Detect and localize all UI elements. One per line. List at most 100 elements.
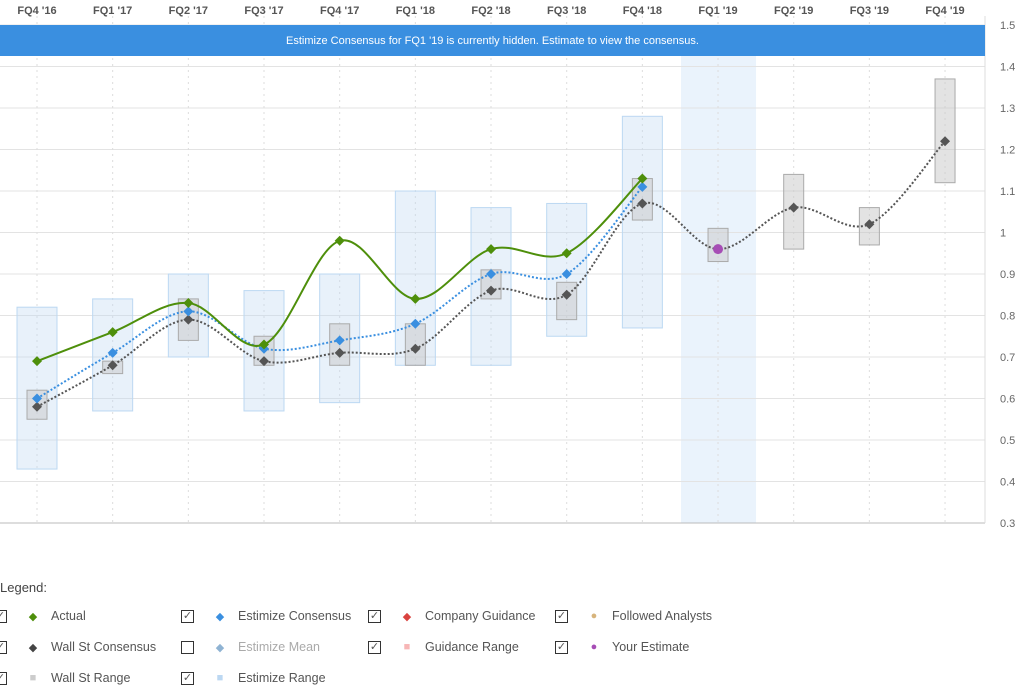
legend-title: Legend: (0, 580, 47, 595)
x-tick-label: FQ1 '19 (698, 5, 737, 17)
legend-label: Guidance Range (425, 640, 519, 654)
legend-marker-icon: ◆ (28, 610, 38, 623)
actual-point (334, 235, 345, 246)
wall-st-consensus-point (940, 136, 951, 147)
hidden-consensus-banner: Estimize Consensus for FQ1 '19 is curren… (0, 25, 985, 56)
legend-checkbox[interactable]: ✓ (0, 609, 7, 623)
legend-item[interactable]: ✓ ◆ Actual (0, 609, 86, 623)
estimize-consensus-point (334, 335, 345, 346)
actual-point (561, 248, 572, 259)
actual-point (410, 293, 421, 304)
wall-st-consensus-point (637, 198, 648, 209)
legend-item[interactable]: ✓ ■ Guidance Range (368, 640, 519, 654)
legend-label: Wall St Range (51, 671, 131, 685)
legend-item[interactable]: ✓ ◆ Wall St Consensus (0, 640, 156, 654)
wall-st-consensus-point (486, 285, 497, 296)
earnings-chart: 0.3 0.4 0.5 0.6 0.7 0.8 0.9 1 1.1 1.2 1.3 1.4 1.5 FQ4… (0, 5, 1015, 530)
x-tick-label: FQ4 '16 (17, 5, 56, 17)
legend-checkbox[interactable]: ✓ (368, 640, 381, 654)
legend-checkbox[interactable]: ✓ (368, 609, 381, 623)
wall-st-consensus-point (561, 289, 572, 300)
estimize-range-box (16, 306, 58, 470)
highlight-column (681, 56, 757, 523)
wall-st-consensus-point (410, 343, 421, 354)
y-tick-label: 1.3 (1000, 103, 1015, 115)
x-tick-label: FQ2 '18 (471, 5, 510, 17)
y-tick-label: 0.6 (1000, 394, 1015, 406)
x-tick-label: FQ4 '19 (925, 5, 964, 17)
legend-label: Wall St Consensus (51, 640, 157, 654)
legend-checkbox[interactable]: ✓ (181, 609, 194, 623)
legend-checkbox[interactable] (181, 640, 194, 654)
actual-point (32, 356, 42, 367)
x-tick-label: FQ3 '18 (547, 5, 586, 17)
estimize-consensus-point (486, 269, 497, 279)
x-tick-label: FQ2 '19 (774, 5, 813, 17)
legend-marker-icon: ◆ (215, 641, 225, 654)
y-tick-label: 0.3 (1000, 518, 1015, 530)
wall-st-consensus-point (259, 356, 270, 367)
wallst-range-box (556, 281, 578, 321)
estimize-consensus-point (107, 347, 118, 358)
your-estimate-point (713, 244, 724, 255)
wall-st-consensus-point (32, 401, 42, 412)
legend-checkbox[interactable]: ✓ (181, 671, 194, 685)
legend-item[interactable]: ✓ ● Followed Analysts (555, 609, 712, 623)
wall-st-consensus-point (334, 347, 345, 358)
estimize-consensus-point (561, 269, 572, 279)
legend-marker-icon: ■ (403, 641, 411, 653)
x-tick-label: FQ1 '18 (396, 5, 435, 17)
legend-marker-icon: ◆ (402, 610, 412, 623)
legend-label: Estimize Range (238, 671, 326, 685)
legend-checkbox[interactable]: ✓ (555, 609, 568, 623)
legend-marker-icon: ■ (216, 672, 224, 684)
legend-item[interactable]: ✓ ■ Estimize Range (181, 671, 326, 685)
wall-st-consensus-point (183, 314, 194, 325)
y-tick-label: 0.7 (1000, 352, 1015, 364)
legend-checkbox[interactable]: ✓ (555, 640, 568, 654)
estimize-consensus-point (183, 306, 194, 317)
y-tick-label: 0.8 (1000, 311, 1015, 323)
legend-checkbox[interactable]: ✓ (0, 640, 7, 654)
x-tick-label: FQ4 '17 (320, 5, 359, 17)
x-tick-label: FQ3 '17 (244, 5, 283, 17)
legend-item[interactable]: ✓ ■ Wall St Range (0, 671, 130, 685)
estimize-consensus-point (32, 393, 42, 404)
legend-label: Company Guidance (425, 609, 536, 623)
legend-label: Your Estimate (612, 640, 690, 654)
legend-item[interactable]: ◆ Estimize Mean (181, 640, 320, 654)
legend-item[interactable]: ✓ ● Your Estimate (555, 640, 689, 654)
wall-st-consensus-point (788, 202, 799, 213)
legend-label: Estimize Consensus (238, 609, 352, 623)
legend-marker-icon: ■ (29, 672, 37, 684)
wall-st-consensus-point (864, 219, 875, 230)
x-tick-label: FQ3 '19 (850, 5, 889, 17)
legend-item[interactable]: ✓ ◆ Estimize Consensus (181, 609, 351, 623)
actual-point (183, 298, 194, 309)
legend-marker-icon: ● (590, 641, 598, 653)
estimize-consensus-point (637, 181, 648, 192)
actual-point (107, 327, 118, 338)
legend-label: Estimize Mean (238, 640, 320, 654)
y-tick-label: 1.2 (1000, 145, 1015, 157)
legend-label: Actual (51, 609, 86, 623)
legend-marker-icon: ◆ (28, 641, 38, 654)
x-tick-label: FQ4 '18 (623, 5, 662, 17)
y-tick-label: 0.4 (1000, 477, 1015, 489)
y-tick-label: 0.9 (1000, 269, 1015, 281)
legend-marker-icon: ◆ (215, 610, 225, 623)
actual-point (486, 244, 497, 255)
legend-marker-icon: ● (590, 610, 598, 622)
x-tick-label: FQ2 '17 (169, 5, 208, 17)
y-tick-label: 1 (1000, 228, 1006, 240)
actual-point (259, 339, 270, 350)
legend-label: Followed Analysts (612, 609, 713, 623)
estimize-range-box (621, 115, 663, 329)
legend-checkbox[interactable]: ✓ (0, 671, 7, 685)
y-tick-label: 1.1 (1000, 186, 1015, 198)
actual-point (637, 173, 648, 184)
wall-st-consensus-point (107, 360, 118, 371)
estimize-consensus-point (410, 318, 421, 329)
y-tick-label: 1.5 (1000, 20, 1015, 32)
legend-item[interactable]: ✓ ◆ Company Guidance (368, 609, 535, 623)
